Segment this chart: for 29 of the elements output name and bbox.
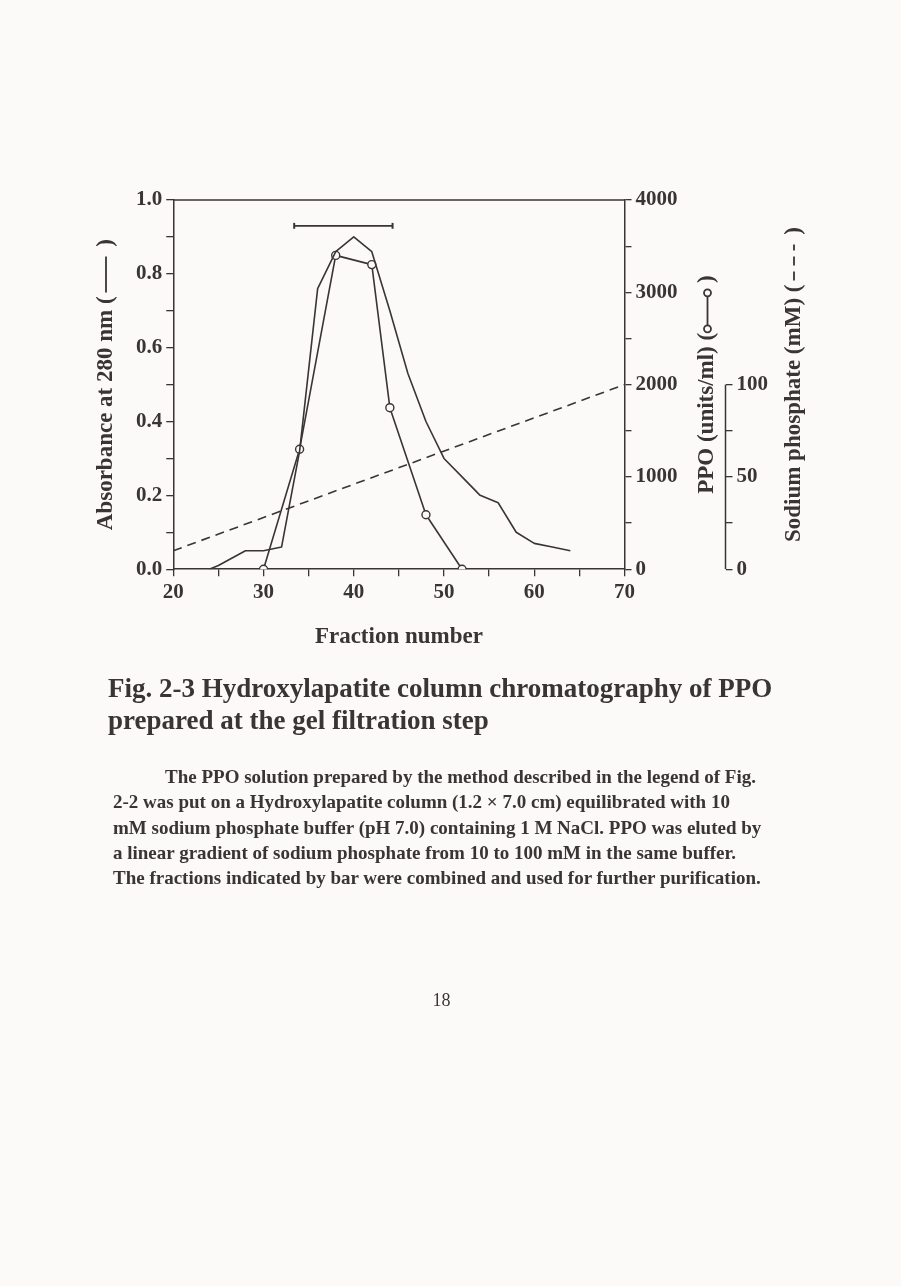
x-tick-label: 30 [253,579,274,604]
y-tick-label: 1.0 [136,186,163,211]
y-tick-label: 0.4 [136,407,163,432]
x-tick-label: 20 [162,579,184,604]
text: Absorbance at 280 nm ( ) [91,238,117,531]
y-tick-label: 0.2 [136,481,163,506]
y2-tick-label: 3000 [635,278,678,303]
text: 18 [431,990,452,1011]
y-tick-label: 0.0 [136,555,163,580]
text: PPO (units/ml) ( ) [693,275,719,494]
y3-tick-label: 50 [736,463,758,488]
y-tick-label: 0.6 [136,334,163,359]
x-axis-title: Fraction number [314,623,483,649]
x-tick-label: 50 [433,579,455,604]
text: Sodium phosphate (mM) ( ) [779,227,805,543]
text: The PPO solution prepared by the method described in the legend of Fig. 2-2 was put on a Hydroxylapatite column (1.2 × 7.0 cm) equilibrated with 10 mM sodium phosphate buffer (pH 7.0) containing 1 M NaCl. PPO was eluted by a linear gradient of sodium phosphate from 10 to 100 mM in the same buffer. The fractions indicated by bar were combined and used for further purification. [113,765,763,891]
y3-tick-label: 0 [736,555,747,580]
y-tick-label: 0.8 [136,260,163,285]
point [385,402,395,413]
y2-tick-label: 0 [635,555,646,580]
x-tick-label: 60 [523,579,545,604]
point [421,510,431,520]
x-tick-label: 40 [343,579,365,604]
text: Fig. 2-3 Hydroxylapatite column chromatography of PPO prepared at the gel filtration step [108,672,774,736]
y2-tick-label: 4000 [635,186,678,211]
y2-tick-label: 2000 [635,371,678,396]
y3-tick-label: 100 [736,371,768,396]
y2-tick-label: 1000 [635,463,678,488]
x-tick-label: 70 [614,579,635,604]
